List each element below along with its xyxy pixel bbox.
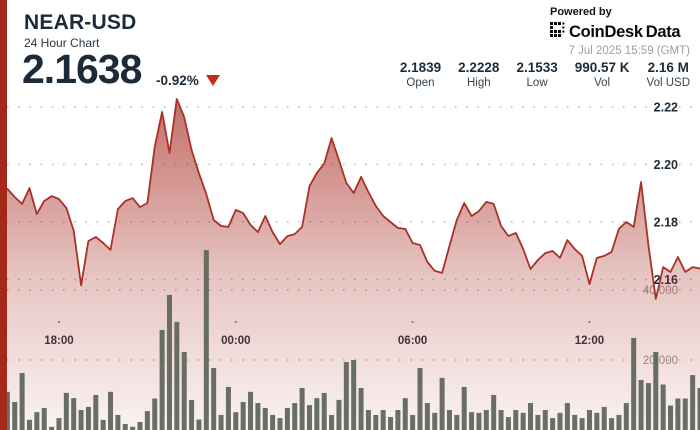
stat-value: 990.57 K xyxy=(574,60,630,75)
header: NEAR-USD 24 Hour Chart xyxy=(24,11,136,50)
stat-value: 2.1839 xyxy=(399,60,442,75)
stat-volume-usd: 2.16 M Vol USD xyxy=(647,60,690,89)
instrument-symbol: NEAR-USD xyxy=(24,11,137,34)
stat-label: Low xyxy=(526,77,548,89)
coindesk-logo[interactable]: CoinDesk Data xyxy=(550,22,690,42)
stat-label: Vol USD xyxy=(646,77,690,89)
price-change-percent: -0.92% xyxy=(156,73,199,88)
stat-high: 2.2228 High xyxy=(458,60,499,89)
stat-value: 2.16 M xyxy=(647,60,689,75)
powered-by-label: Powered by xyxy=(550,6,612,18)
current-price: 2.1638 xyxy=(22,46,142,92)
stat-value: 2.1533 xyxy=(516,60,558,75)
left-accent-stripe xyxy=(0,0,7,430)
down-triangle-icon xyxy=(205,75,220,86)
brand-name: CoinDesk Data xyxy=(569,22,681,41)
stat-label: Vol xyxy=(594,77,611,89)
price-change-row: -0.92% xyxy=(156,73,220,88)
svg-text:2.22: 2.22 xyxy=(654,101,678,115)
stat-label: High xyxy=(466,77,491,89)
stat-value: 2.2228 xyxy=(458,60,500,75)
stat-label: Open xyxy=(406,77,435,89)
svg-text:2.18: 2.18 xyxy=(654,216,678,230)
chart-subtitle: 24 Hour Chart xyxy=(24,36,100,51)
stats-row: 2.1839 Open 2.2228 High 2.1533 Low 990.5… xyxy=(400,60,690,89)
stat-low: 2.1533 Low xyxy=(516,60,557,89)
branding-block: Powered by CoinDesk Data 7 Jul 2025 15:59… xyxy=(550,6,690,57)
svg-text:2.20: 2.20 xyxy=(654,158,678,172)
timestamp: 7 Jul 2025 15:59 (GMT) xyxy=(568,45,690,57)
stat-open: 2.1839 Open xyxy=(400,60,441,89)
coindesk-logo-icon xyxy=(550,22,565,42)
stat-volume: 990.57 K Vol xyxy=(575,60,630,89)
